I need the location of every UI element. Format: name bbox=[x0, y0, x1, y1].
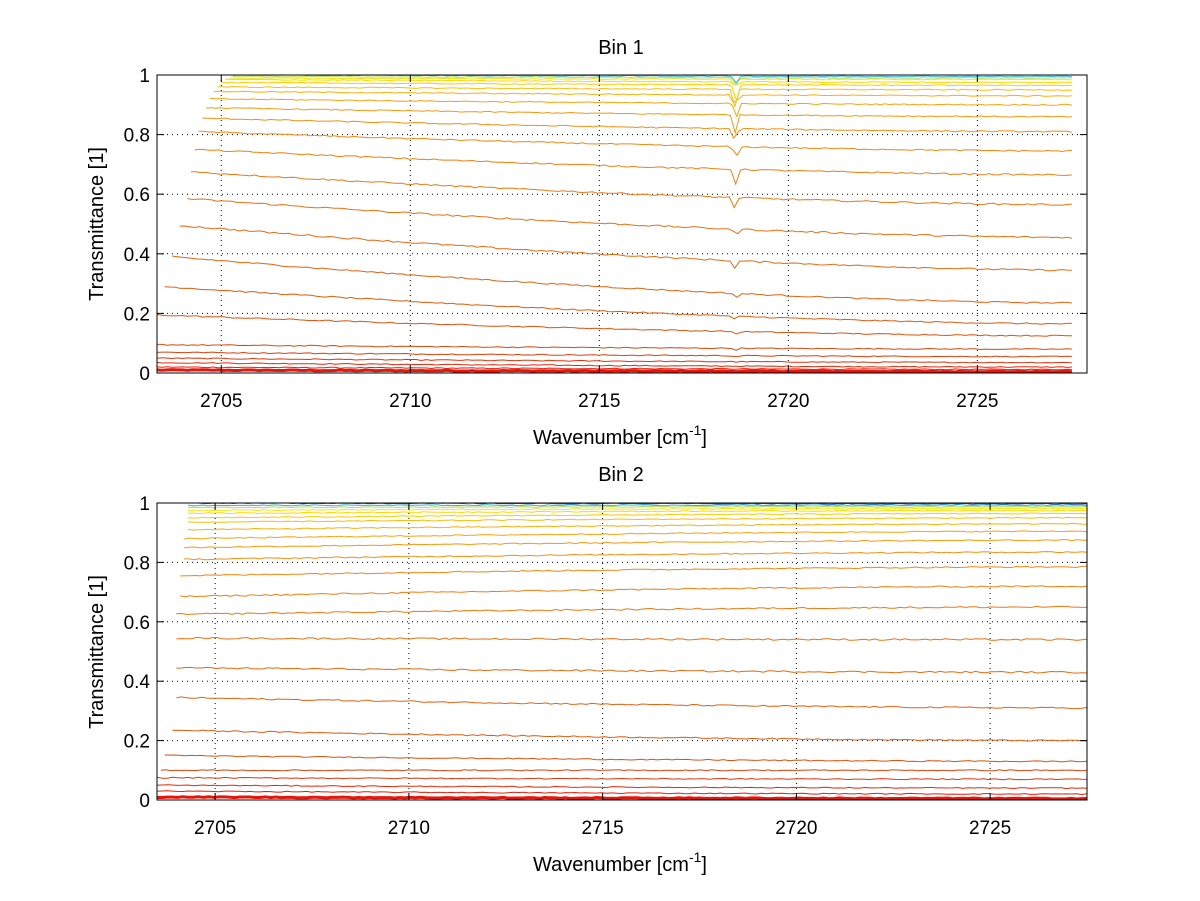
series-line bbox=[156, 776, 1088, 781]
series-line bbox=[160, 769, 1088, 772]
series-line bbox=[187, 198, 1072, 239]
y-axis-label: Transmittance [1] bbox=[86, 147, 108, 301]
axes-box bbox=[156, 74, 1088, 374]
y-tick-label: 1 bbox=[139, 494, 150, 515]
series-line bbox=[187, 507, 1088, 512]
bin-2-chart: Bin 2 2705 2710 2715 2720 2725 0 0.2 0.4 0.6 0.8… bbox=[86, 464, 1088, 876]
series-line bbox=[187, 516, 1088, 523]
ticks bbox=[157, 502, 1087, 801]
series-line bbox=[156, 784, 1088, 790]
series-line bbox=[176, 605, 1088, 615]
y-tick-label: 0.2 bbox=[124, 732, 150, 753]
series-line bbox=[221, 81, 1072, 102]
series-line bbox=[176, 666, 1088, 674]
axes-box bbox=[156, 502, 1088, 801]
y-tick-label: 0.8 bbox=[124, 553, 150, 574]
series-line bbox=[156, 357, 1072, 364]
series-line bbox=[156, 351, 1072, 358]
series-line bbox=[224, 78, 1072, 85]
x-tick-label: 2705 bbox=[194, 818, 236, 839]
series-line bbox=[176, 696, 1088, 710]
x-tick-labels: 2705 2710 2715 2720 2725 bbox=[200, 391, 998, 412]
x-tick-label: 2715 bbox=[578, 391, 620, 412]
series-line bbox=[228, 77, 1072, 87]
series-line bbox=[194, 148, 1072, 186]
series-line bbox=[184, 530, 1088, 540]
series-line bbox=[202, 117, 1072, 140]
y-axis-label: Transmittance [1] bbox=[86, 575, 108, 729]
y-tick-labels: 0 0.2 0.4 0.6 0.8 1 bbox=[124, 494, 151, 812]
series-line bbox=[176, 636, 1088, 641]
y-tick-label: 0 bbox=[139, 364, 150, 385]
x-tick-label: 2720 bbox=[767, 391, 809, 412]
series-line bbox=[180, 585, 1088, 598]
chart-title: Bin 2 bbox=[598, 464, 644, 486]
series-line bbox=[179, 225, 1072, 272]
series-line bbox=[184, 539, 1088, 549]
y-tick-label: 0.6 bbox=[124, 613, 150, 634]
y-tick-label: 0.4 bbox=[124, 245, 151, 266]
series-line bbox=[156, 361, 1072, 368]
x-axis-label: Wavenumber [cm-1] bbox=[533, 849, 707, 876]
series-line bbox=[184, 551, 1088, 561]
x-tick-label: 2710 bbox=[388, 818, 430, 839]
series-line bbox=[198, 130, 1072, 157]
series-group bbox=[156, 74, 1073, 374]
grid bbox=[157, 74, 1087, 374]
series-line bbox=[232, 75, 1072, 86]
bin-1-chart: Bin 1 2705 2710 2715 2720 2725 0 0.2 0.4 0.6 0.8… bbox=[86, 37, 1088, 449]
series-line bbox=[213, 90, 1072, 104]
series-line bbox=[187, 504, 1088, 507]
x-axis-label-superscript: -1 bbox=[689, 849, 702, 865]
series-group bbox=[156, 502, 1088, 801]
x-tick-label: 2725 bbox=[969, 818, 1011, 839]
x-tick-label: 2725 bbox=[956, 391, 998, 412]
series-line bbox=[172, 255, 1072, 304]
series-line bbox=[187, 512, 1088, 519]
x-tick-label: 2720 bbox=[775, 818, 817, 839]
y-tick-label: 0.6 bbox=[124, 185, 150, 206]
y-tick-label: 1 bbox=[139, 66, 150, 87]
series-line bbox=[164, 754, 1088, 763]
series-line bbox=[156, 314, 1072, 337]
series-line bbox=[209, 97, 1072, 118]
y-tick-labels: 0 0.2 0.4 0.6 0.8 1 bbox=[124, 66, 151, 385]
y-tick-label: 0.4 bbox=[124, 672, 151, 693]
series-line bbox=[217, 86, 1072, 109]
series-line bbox=[157, 795, 1088, 801]
ticks bbox=[157, 74, 1087, 374]
x-tick-label: 2705 bbox=[200, 391, 242, 412]
x-axis-label: Wavenumber [cm-1] bbox=[533, 422, 707, 449]
x-tick-label: 2710 bbox=[389, 391, 431, 412]
series-line bbox=[187, 509, 1088, 515]
x-tick-labels: 2705 2710 2715 2720 2725 bbox=[194, 818, 1011, 839]
series-line bbox=[164, 286, 1072, 325]
chart-title: Bin 1 bbox=[598, 37, 644, 59]
grid bbox=[157, 502, 1087, 801]
series-line bbox=[191, 171, 1072, 209]
series-line bbox=[180, 565, 1087, 577]
series-line bbox=[187, 522, 1088, 531]
series-line bbox=[157, 343, 1072, 351]
x-axis-label-superscript: -1 bbox=[689, 422, 702, 438]
series-line bbox=[156, 368, 1073, 374]
series-line bbox=[172, 729, 1088, 742]
series-line bbox=[206, 107, 1072, 135]
series-line bbox=[156, 366, 1072, 371]
x-tick-label: 2715 bbox=[581, 818, 623, 839]
y-tick-label: 0 bbox=[139, 791, 150, 812]
y-tick-label: 0.8 bbox=[124, 126, 150, 147]
series-line bbox=[187, 505, 1088, 509]
y-tick-label: 0.2 bbox=[124, 304, 150, 325]
series-line bbox=[156, 790, 1088, 796]
